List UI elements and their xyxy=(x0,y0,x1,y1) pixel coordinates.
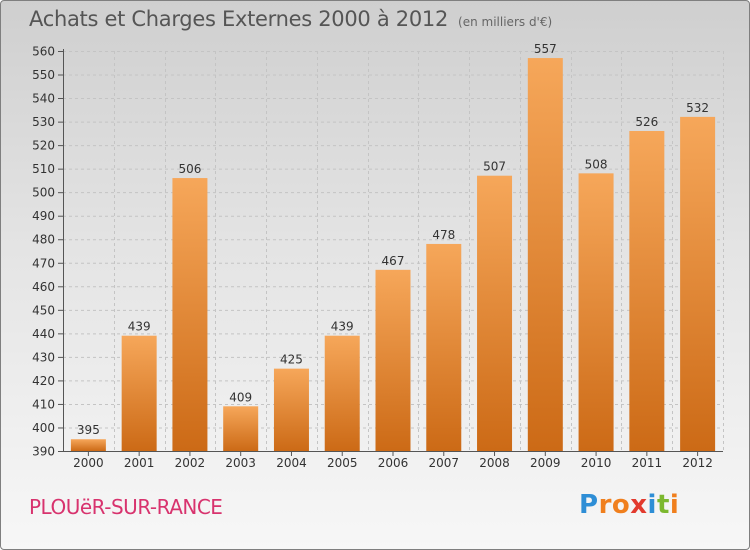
bar xyxy=(375,269,411,451)
y-tick-label: 550 xyxy=(32,68,55,82)
unit-note: (en milliers d'€) xyxy=(458,15,553,29)
bar xyxy=(680,116,716,451)
y-tick-label: 440 xyxy=(32,327,55,341)
x-tick-label: 2000 xyxy=(73,456,104,470)
logo-letter: i xyxy=(647,490,657,520)
y-tick-label: 470 xyxy=(32,256,55,270)
logo-letter: r xyxy=(598,490,612,520)
logo-letter: o xyxy=(611,490,631,520)
data-label: 532 xyxy=(686,101,709,115)
bars xyxy=(70,58,716,452)
x-tick-label: 2012 xyxy=(682,456,713,470)
y-tick-label: 460 xyxy=(32,280,55,294)
data-label: 526 xyxy=(635,115,658,129)
bar xyxy=(477,175,513,452)
y-tick-label: 390 xyxy=(32,445,55,459)
x-tick-label: 2004 xyxy=(276,456,307,470)
x-tick-label: 2003 xyxy=(225,456,256,470)
x-tick-label: 2005 xyxy=(327,456,358,470)
y-tick-label: 530 xyxy=(32,115,55,129)
data-label: 439 xyxy=(128,320,151,334)
x-tick-label: 2009 xyxy=(530,456,561,470)
data-label: 478 xyxy=(432,228,455,242)
data-label: 467 xyxy=(382,254,405,268)
data-label: 439 xyxy=(331,320,354,334)
chart-title-text: Achats et Charges Externes 2000 à 2012 xyxy=(29,7,449,31)
y-tick-label: 560 xyxy=(32,45,55,59)
data-labels: 395 439 506 409 425 439 467 478 507 557 508 526 532 xyxy=(77,42,709,437)
y-tick-label: 410 xyxy=(32,397,55,411)
x-tick-label: 2001 xyxy=(124,456,155,470)
axes xyxy=(58,49,723,456)
y-tick-label: 430 xyxy=(32,350,55,364)
data-label: 507 xyxy=(483,160,506,174)
x-tick-label: 2010 xyxy=(581,456,612,470)
y-tick-labels: 390 400 410 420 430 440 450 460 470 480 490 500 510 5… xyxy=(32,45,55,459)
bar xyxy=(223,406,259,451)
y-tick-label: 490 xyxy=(32,209,55,223)
bar xyxy=(426,243,462,451)
x-tick-label: 2007 xyxy=(428,456,459,470)
bar xyxy=(629,131,665,451)
y-tick-label: 520 xyxy=(32,139,55,153)
logo-letter: i xyxy=(669,490,680,520)
bar xyxy=(121,335,157,451)
x-tick-labels: 2000 2001 2002 2003 2004 2005 2006 2007 2008 2009… xyxy=(73,456,713,470)
data-label: 508 xyxy=(585,157,608,171)
x-tick-label: 2011 xyxy=(632,456,663,470)
bar xyxy=(172,178,208,451)
y-tick-label: 450 xyxy=(32,303,55,317)
logo-letter: P xyxy=(579,490,599,520)
y-tick-label: 540 xyxy=(32,92,55,106)
data-label: 557 xyxy=(534,42,557,56)
y-tick-label: 510 xyxy=(32,162,55,176)
data-label: 395 xyxy=(77,423,100,437)
bar xyxy=(578,173,614,451)
bar xyxy=(70,439,106,451)
place-name: PLOUëR-SUR-RANCE xyxy=(29,495,223,519)
x-tick-label: 2006 xyxy=(378,456,409,470)
y-tick-label: 420 xyxy=(32,374,55,388)
bar xyxy=(527,58,563,451)
y-tick-label: 400 xyxy=(32,421,55,435)
data-label: 506 xyxy=(178,162,201,176)
bar xyxy=(273,368,309,451)
x-tick-label: 2002 xyxy=(175,456,206,470)
bar xyxy=(324,335,360,451)
x-tick-label: 2008 xyxy=(479,456,510,470)
chart-title: Achats et Charges Externes 2000 à 2012 (e… xyxy=(29,7,552,31)
logo-letter: t xyxy=(656,490,670,520)
data-label: 409 xyxy=(229,390,252,404)
proxiti-logo: Proxiti xyxy=(579,490,679,520)
data-label: 425 xyxy=(280,353,303,367)
y-tick-label: 480 xyxy=(32,233,55,247)
logo-letter: x xyxy=(630,490,648,520)
y-tick-label: 500 xyxy=(32,186,55,200)
